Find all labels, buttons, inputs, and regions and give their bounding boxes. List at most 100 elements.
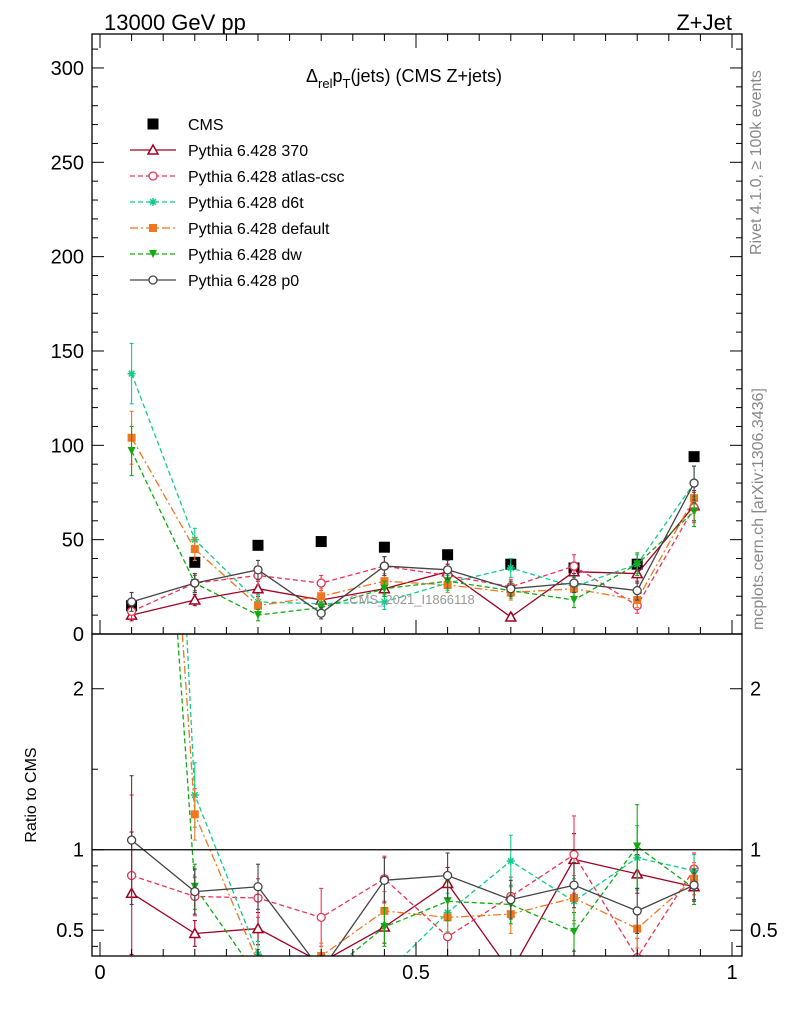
watermark: CMS_2021_I1866118: [349, 592, 475, 607]
ratio-point-pythia-6-428-p0: [126, 835, 137, 845]
axes: 0 50 100 150 200 250 300 0.5 0.5 1 1 2 2 0 0.5 1: [51, 33, 778, 984]
ratio-point-pythia-6-428-370: [506, 967, 516, 976]
main-point-pythia-6-428-p0: [506, 584, 516, 594]
x-tick-label: 0.5: [402, 962, 430, 984]
x-tick-label: 0: [94, 962, 105, 984]
legend-entry-cms: CMS: [147, 117, 224, 134]
legend-entry-pythia-6-428-370: Pythia 6.428 370: [130, 143, 308, 160]
ratio-point-pythia-6-428-dw: [380, 923, 389, 932]
ratio-point-pythia-6-428-p0: [442, 870, 453, 881]
ratio-point-pythia-6-428-d6t: [506, 857, 515, 866]
ratio-point-pythia-6-428-atlas-csc: [316, 912, 326, 923]
main-line-pythia-6-428-d6t: [130, 373, 695, 605]
legend-entry-pythia-6-428-default: Pythia 6.428 default: [130, 221, 330, 238]
legend-label: Pythia 6.428 d6t: [188, 195, 304, 212]
ratio-point-pythia-6-428-default: [254, 958, 262, 966]
title-delta: Δ: [306, 66, 318, 86]
header-left: 13000 GeV pp: [104, 10, 246, 35]
ratio-point-pythia-6-428-atlas-csc: [569, 849, 579, 860]
legend-entry-pythia-6-428-d6t: Pythia 6.428 d6t: [130, 195, 304, 212]
main-point-pythia-6-428-p0: [126, 597, 137, 607]
ratio-point-pythia-6-428-p0: [253, 882, 263, 892]
main-point-pythia-6-428-dw: [254, 611, 262, 620]
ratio-point-pythia-6-428-dw: [317, 975, 325, 983]
main-line-pythia-6-428-default: [131, 437, 695, 607]
ratio-point-pythia-6-428-p0: [632, 906, 642, 916]
ratio-point-pythia-6-428-d6t: [317, 971, 325, 979]
ratio-y-tick-label-left: 0.5: [56, 920, 84, 942]
main-point-pythia-6-428-default: [190, 545, 199, 554]
main-point-pythia-6-428-dw: [633, 560, 642, 569]
main-point-pythia-6-428-370: [188, 593, 202, 605]
main-point-pythia-6-428-p0: [316, 608, 326, 618]
legend-marker: [147, 118, 159, 130]
ratio-y-tick-label-left: 1: [73, 840, 84, 862]
ratio-y-tick-label-right: 0.5: [750, 920, 778, 942]
main-series-area: [125, 342, 701, 622]
ratio-line-pythia-6-428-dw: [176, 634, 695, 956]
main-y-tick-label: 150: [51, 341, 84, 363]
header-right: Z+Jet: [676, 10, 732, 35]
main-point-pythia-6-428-atlas-csc: [569, 561, 579, 571]
mcplots-credit-text: mcplots.cern.ch [arXiv:1306.3436]: [750, 388, 767, 630]
ratio-point-pythia-6-428-p0: [317, 966, 325, 974]
title-sub-rel: rel: [318, 76, 333, 91]
ratio-point-pythia-6-428-p0: [569, 880, 579, 890]
ratio-point-pythia-6-428-dw: [570, 927, 578, 936]
ratio-point-pythia-6-428-370: [251, 922, 265, 934]
main-point-pythia-6-428-d6t: [127, 369, 136, 378]
ratio-point-pythia-6-428-370: [321, 955, 322, 956]
main-point-cms: [252, 539, 264, 551]
legend-marker: [146, 143, 160, 155]
main-y-tick-label: 0: [73, 624, 84, 646]
main-line-pythia-6-428-dw: [131, 450, 695, 616]
legend-label: CMS: [188, 117, 224, 134]
legend-entry-pythia-6-428-p0: Pythia 6.428 p0: [130, 273, 299, 290]
legend-marker: [149, 250, 157, 258]
main-series-pythia-6-428-d6t: [127, 342, 699, 612]
main-point-pythia-6-428-p0: [632, 585, 642, 596]
legend-label: Pythia 6.428 dw: [188, 247, 302, 264]
main-point-pythia-6-428-dw: [690, 507, 699, 516]
main-series-pythia-6-428-default: [127, 410, 699, 614]
main-point-pythia-6-428-default: [317, 592, 326, 601]
legend-marker: [148, 171, 158, 181]
ratio-axis-label: Ratio to CMS: [23, 747, 40, 842]
rivet-version-text: Rivet 4.1.0, ≥ 100k events: [748, 70, 765, 255]
main-point-pythia-6-428-p0: [689, 478, 699, 488]
ratio-y-tick-label-left: 2: [73, 679, 84, 701]
main-y-tick-label: 100: [51, 435, 84, 457]
main-line-pythia-6-428-p0: [131, 482, 695, 614]
ratio-series-pythia-6-428-p0: [126, 775, 699, 974]
ratio-point-pythia-6-428-dw: [633, 842, 642, 851]
legend-label: Pythia 6.428 default: [188, 221, 330, 238]
main-point-cms: [189, 556, 201, 568]
main-point-cms: [688, 451, 700, 463]
ratio-point-pythia-6-428-p0: [190, 886, 200, 897]
main-point-pythia-6-428-370: [504, 610, 518, 622]
main-point-cms: [442, 549, 454, 561]
ratio-line-pythia-6-428-default: [181, 634, 695, 956]
main-point-cms: [315, 536, 327, 548]
legend: CMS Pythia 6.428 370 Pythia 6.428 atlas-cs…: [130, 117, 345, 290]
main-y-tick-label: 200: [51, 247, 84, 269]
ratio-point-pythia-6-428-d6t: [380, 971, 388, 979]
main-point-pythia-6-428-d6t: [506, 563, 515, 572]
legend-label: Pythia 6.428 370: [188, 143, 308, 160]
main-y-tick-label: 250: [51, 152, 84, 174]
legend-marker: [148, 275, 158, 285]
ratio-point-pythia-6-428-p0: [689, 880, 699, 890]
ratio-point-pythia-6-428-default: [190, 810, 199, 819]
legend-label: Pythia 6.428 p0: [188, 273, 299, 290]
ratio-line-pythia-6-428-atlas-csc: [131, 853, 695, 956]
ratio-point-pythia-6-428-p0: [506, 895, 516, 905]
main-series-pythia-6-428-p0: [126, 465, 699, 620]
ratio-point-pythia-6-428-dw: [443, 897, 452, 906]
ratio-line-pythia-6-428-p0: [131, 839, 695, 956]
ratio-point-pythia-6-428-p0: [379, 875, 390, 885]
main-panel-marks: [125, 342, 701, 622]
x-tick-label: 1: [726, 962, 737, 984]
legend-label: Pythia 6.428 atlas-csc: [188, 169, 345, 186]
ratio-y-tick-label-right: 1: [750, 840, 761, 862]
main-point-pythia-6-428-p0: [253, 565, 263, 575]
